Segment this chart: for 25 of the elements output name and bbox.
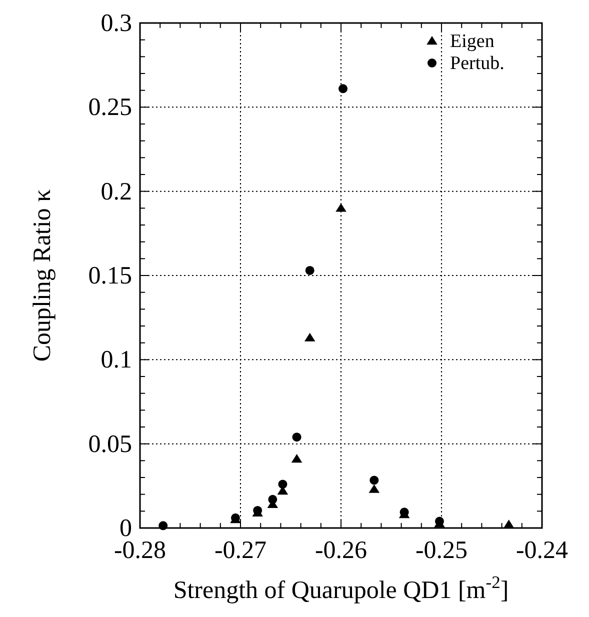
point [305, 266, 314, 275]
point [304, 332, 316, 342]
legend-label: Eigen [450, 31, 495, 52]
point [292, 432, 302, 442]
point [368, 484, 380, 493]
x-tick-label: -0.27 [214, 537, 267, 564]
y-axis-title: Coupling Ratio κ [29, 188, 56, 362]
y-tick-label: 0.25 [88, 94, 132, 122]
y-tick-label: 0.3 [100, 10, 132, 37]
x-axis-title: Strength of Quarupole QD1 [m$^{-2}$] [173, 572, 509, 604]
point [158, 521, 168, 530]
point [370, 476, 379, 485]
x-tick-label: -0.26 [314, 537, 368, 564]
legend-label: Pertub. [450, 53, 504, 74]
y-tick-label: 0.05 [88, 430, 132, 458]
point [338, 84, 348, 94]
point [278, 480, 288, 489]
y-tick-label: 0.15 [88, 262, 132, 290]
y-tick-label: 0.2 [100, 178, 132, 206]
y-tick-label: 0.1 [100, 346, 132, 374]
point [503, 520, 514, 528]
point [291, 454, 302, 463]
x-tick-label: -0.25 [415, 537, 468, 564]
point [336, 203, 346, 212]
x-tick-label: -0.24 [516, 537, 569, 564]
